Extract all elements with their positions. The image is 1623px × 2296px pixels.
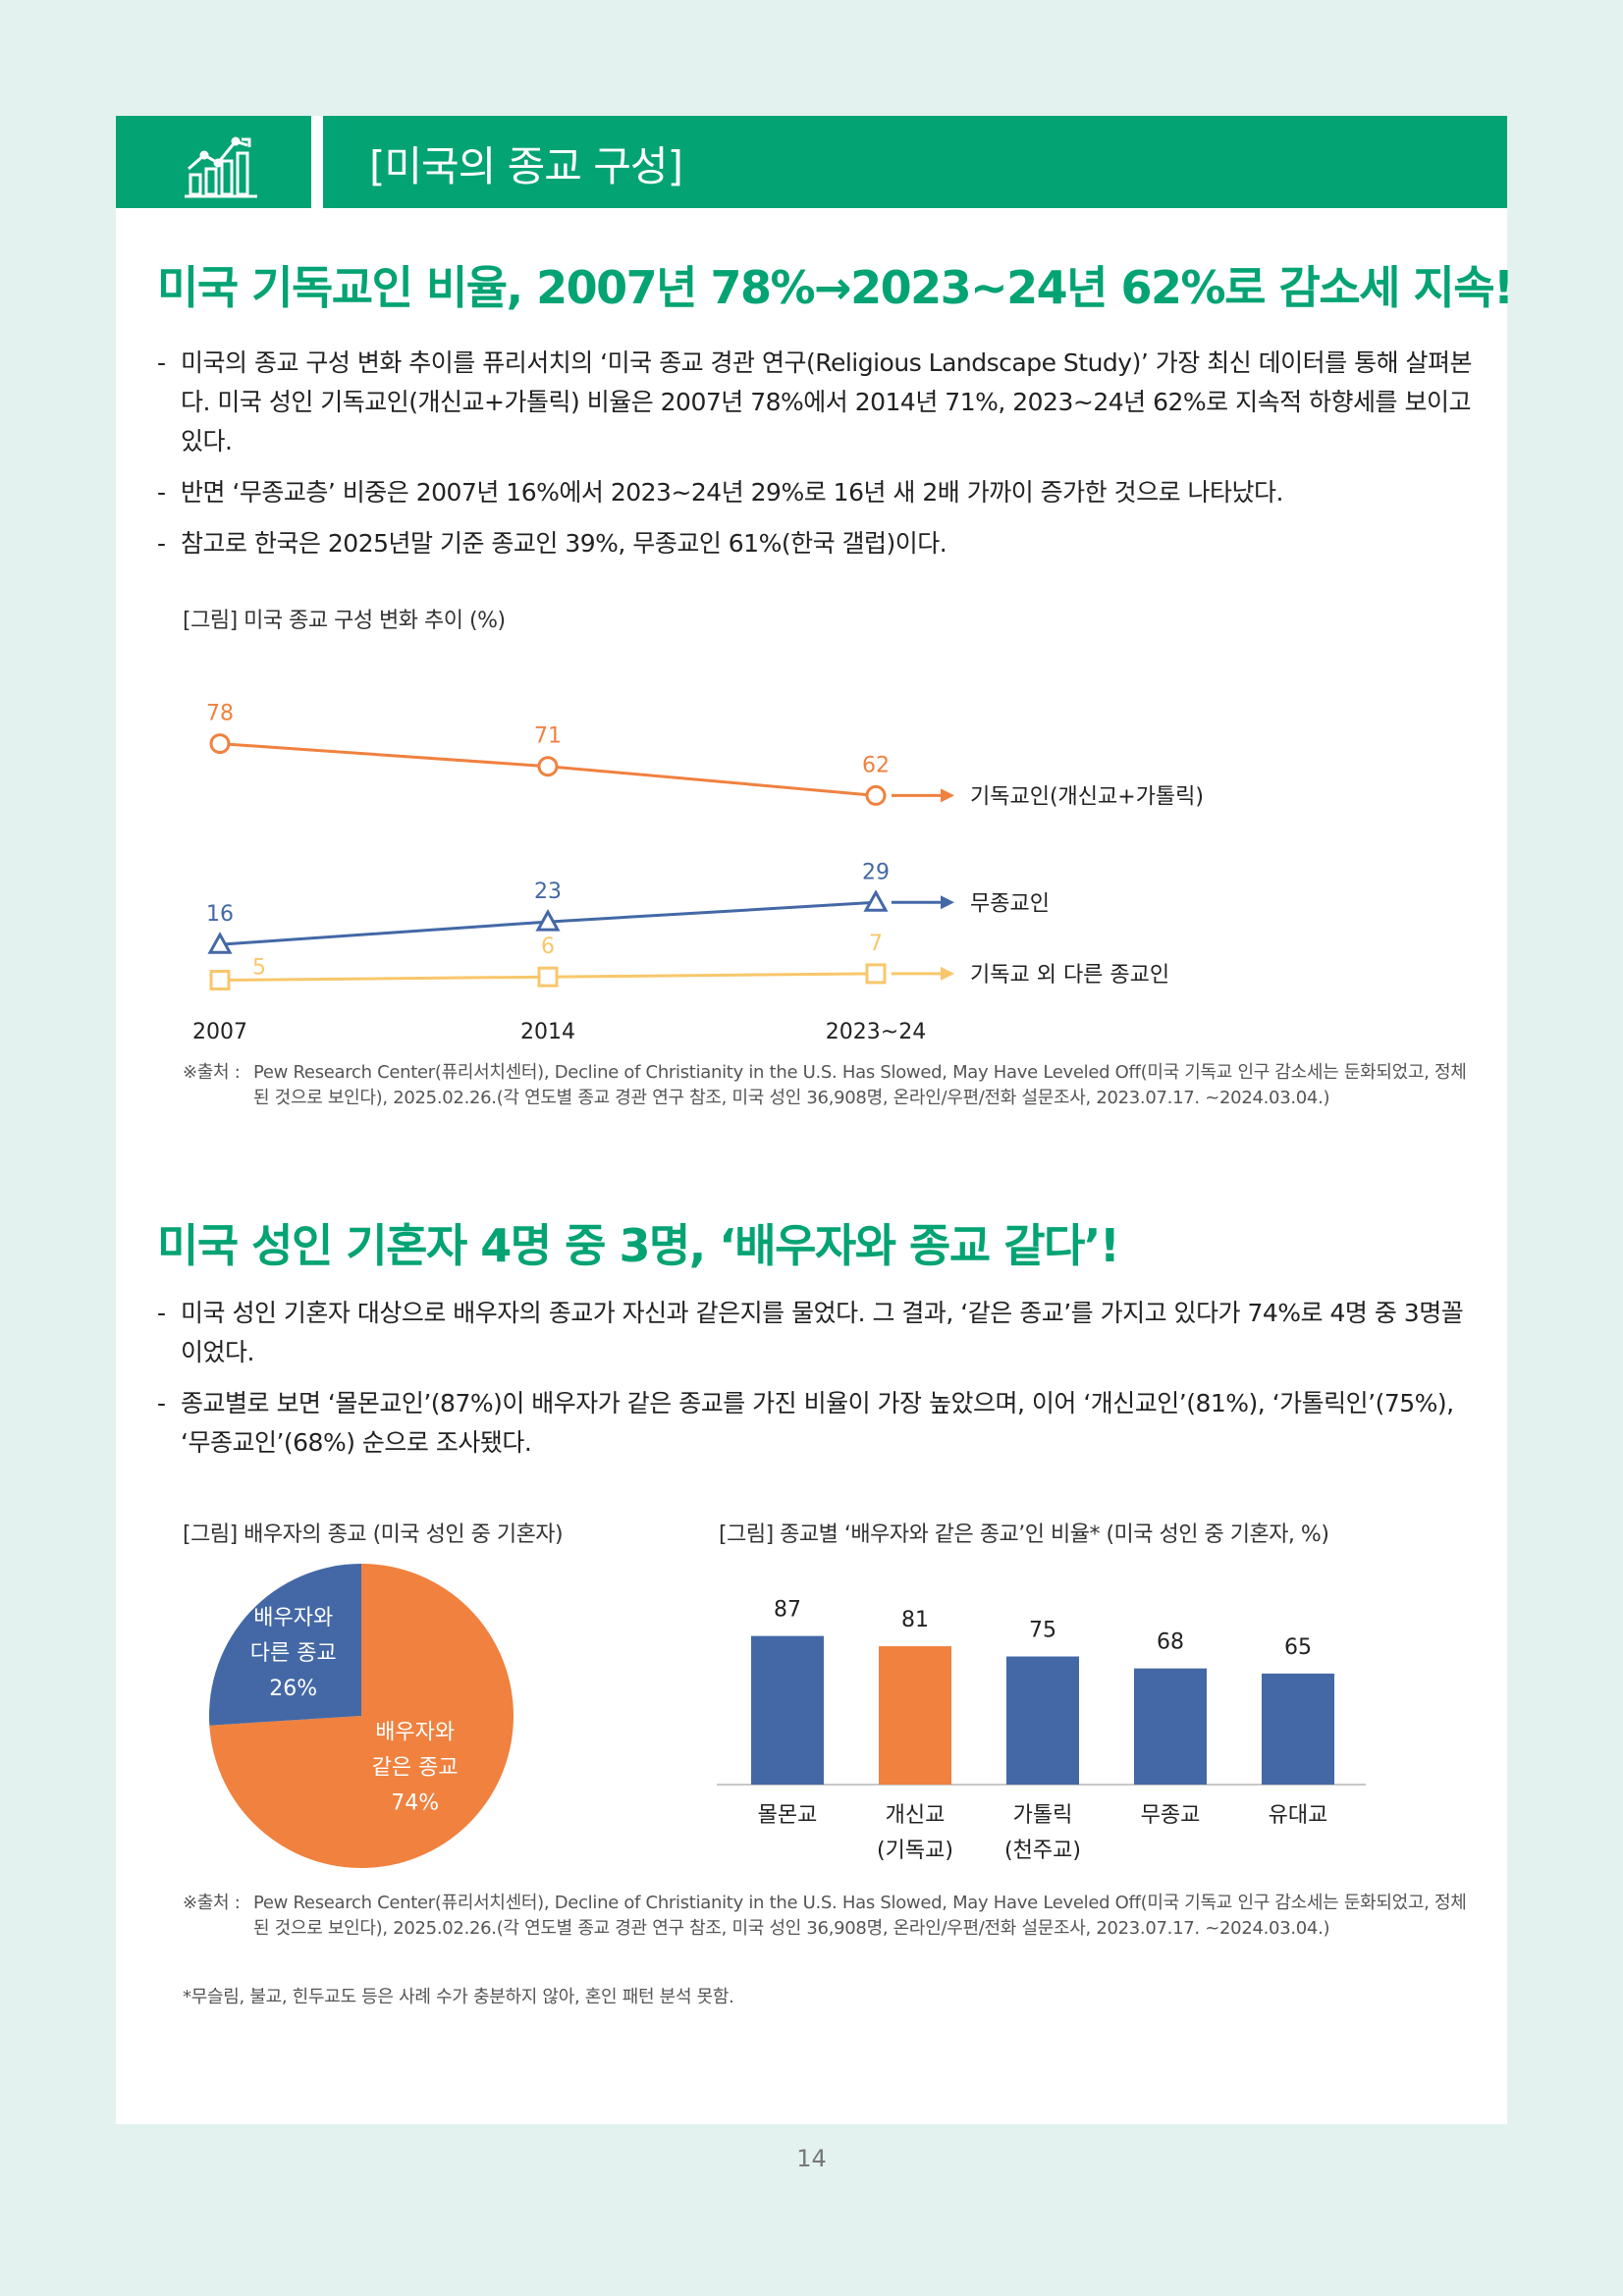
bar [1262,1673,1334,1785]
bar-category-label: 개신교 [886,1803,946,1828]
data-point [537,966,559,988]
data-label: 78 [206,702,234,726]
legend-arrow-head [941,895,954,910]
pie-slice-label: 배우자와 [375,1720,455,1744]
section-title-christian-ratio: 미국 기독교인 비율, 2007년 78%→2023~24년 62%로 감소세 … [157,261,1514,314]
data-label: 5 [252,956,266,981]
section2-bullet-list: 미국 성인 기혼자 대상으로 배우자의 종교가 자신과 같은지를 물었다. 그 … [157,1294,1483,1474]
data-point [865,963,887,985]
data-point [863,889,889,912]
bar-category-label: 유대교 [1269,1803,1328,1828]
data-label: 29 [862,860,890,884]
bar-value-label: 87 [774,1598,801,1623]
pie-slice-label: 74% [391,1790,439,1815]
list-item: 미국 성인 기혼자 대상으로 배우자의 종교가 자신과 같은지를 물었다. 그 … [157,1294,1483,1372]
data-point [209,970,231,990]
x-tick-label: 2007 [192,1020,247,1044]
section1-bullet-list: 미국의 종교 구성 변화 추이를 퓨리서치의 ‘미국 종교 경관 연구(Reli… [157,344,1483,575]
source-label: ※출처 : [183,1062,241,1083]
pie-slice-label: 배우자와 [253,1606,333,1630]
bar-chart-caption: [그림] 종교별 ‘배우자와 같은 종교’인 비율* (미국 성인 중 기혼자,… [719,1522,1329,1547]
bar-value-label: 75 [1029,1619,1056,1643]
bar [1134,1668,1207,1785]
list-item: 참고로 한국은 2025년말 기준 종교인 39%, 무종교인 61%(한국 갤… [157,524,1483,563]
source-note-2: ※출처 : Pew Research Center(퓨리서치센터), Decli… [183,1891,1479,1942]
page-title: [미국의 종교 구성] [369,142,683,190]
bar [751,1635,824,1785]
data-point [535,909,561,932]
list-item: 미국의 종교 구성 변화 추이를 퓨리서치의 ‘미국 종교 경관 연구(Reli… [157,344,1483,461]
bar [1006,1656,1079,1785]
pie-slice [209,1564,361,1726]
pie-chart-caption: [그림] 배우자의 종교 (미국 성인 중 기혼자) [183,1522,564,1547]
pie-slice-label: 같은 종교 [372,1755,459,1780]
data-label: 16 [206,902,234,927]
x-tick-label: 2014 [520,1020,575,1044]
bar-category-label: 무종교 [1141,1803,1201,1828]
data-point [537,756,559,777]
bar-chart-icon [185,136,257,198]
pie-slice-label: 26% [269,1677,317,1701]
data-point [209,733,231,755]
pie-slice-label: 다른 종교 [250,1641,337,1666]
source-note-1: ※출처 : Pew Research Center(퓨리서치센터), Decli… [183,1060,1479,1111]
pie-slice [209,1564,514,1868]
page-number: 14 [796,2145,827,2172]
data-point [865,784,887,806]
religion-trend-line-chart: 78 71 62 기독교인(개신교+가톨릭) 16 23 29 무종교인 5 6 7 기독교 외 다른… [192,702,1204,1044]
bar [879,1646,951,1785]
header-bar: [미국의 종교 구성] [323,116,1507,208]
data-label: 23 [534,880,562,904]
footnote: *무슬림, 불교, 힌두교도 등은 사례 수가 충분하지 않아, 혼인 패턴 분… [183,1987,734,2007]
section-title-spouse-religion: 미국 성인 기혼자 4명 중 3명, ‘배우자와 종교 같다’! [157,1219,1120,1272]
data-label: 6 [541,934,555,959]
source-text: Pew Research Center(퓨리서치센터), Decline of … [253,1893,1467,1939]
x-tick-label: 2023~24 [826,1020,926,1044]
bar-category-label: (기독교) [877,1839,953,1863]
source-label: ※출처 : [183,1893,241,1913]
bar-value-label: 65 [1284,1635,1312,1660]
same-religion-bar-chart: 87 몰몬교 81 개신교 (기독교) 75 가톨릭 (천주교) 68 무종교 65 유대교 [717,1598,1366,1863]
data-point [207,932,233,954]
line-chart-caption: [그림] 미국 종교 구성 변화 추이 (%) [183,609,506,633]
list-item: 종교별로 보면 ‘몰몬교인’(87%)이 배우자가 같은 종교를 가진 비율이 … [157,1384,1483,1463]
bar-category-label: (천주교) [1004,1839,1081,1863]
header-icon-box [116,116,311,208]
bar-category-label: 몰몬교 [758,1803,818,1828]
bar-category-label: 가톨릭 [1013,1803,1073,1828]
legend-label: 기독교 외 다른 종교인 [970,963,1169,988]
bar-value-label: 68 [1157,1630,1184,1655]
legend-label: 기독교인(개신교+가톨릭) [970,784,1204,809]
list-item: 반면 ‘무종교층’ 비중은 2007년 16%에서 2023~24년 29%로 … [157,473,1483,512]
source-text: Pew Research Center(퓨리서치센터), Decline of … [253,1062,1467,1108]
legend-arrow-head [941,966,954,981]
data-label: 71 [534,724,562,749]
bar-value-label: 81 [901,1608,929,1632]
data-label: 62 [862,753,890,777]
legend-arrow-head [941,788,954,803]
data-label: 7 [869,932,883,956]
legend-label: 무종교인 [970,891,1050,916]
